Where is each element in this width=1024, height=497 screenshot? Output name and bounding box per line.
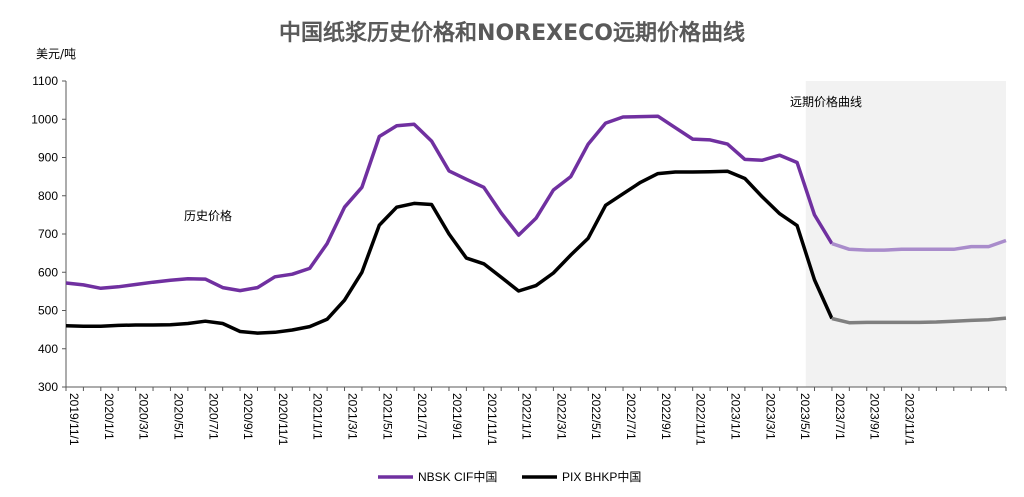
x-tick-label: 2023/11/1 xyxy=(903,393,917,446)
legend: NBSK CIF中国 PIX BHKP中国 xyxy=(378,469,641,484)
x-tick-label: 2022/9/1 xyxy=(659,393,673,440)
x-tick-label: 2021/9/1 xyxy=(450,393,464,440)
x-tick-label: 2021/5/1 xyxy=(380,393,394,440)
x-tick-label: 2022/3/1 xyxy=(554,393,568,440)
annotation-history: 历史价格 xyxy=(184,208,232,223)
x-tick-label: 2020/7/1 xyxy=(206,393,220,440)
x-tick-label: 2021/7/1 xyxy=(415,393,429,440)
legend-label-pix: PIX BHKP中国 xyxy=(562,469,641,484)
x-tick-label: 2023/7/1 xyxy=(833,393,847,440)
series-line-history-0 xyxy=(65,114,834,293)
x-tick-label: 2021/11/1 xyxy=(485,393,499,446)
x-tick-label: 2022/5/1 xyxy=(589,393,603,440)
series-lines xyxy=(65,114,1007,335)
y-tick-label: 700 xyxy=(38,227,58,241)
x-tick-label: 2020/1/1 xyxy=(102,393,116,440)
series-line-forecast-1 xyxy=(831,316,1007,325)
y-tick-label: 600 xyxy=(38,265,58,279)
x-tick-label: 2021/1/1 xyxy=(311,393,325,440)
x-tick-label: 2022/11/1 xyxy=(694,393,708,446)
y-tick-label: 500 xyxy=(38,304,58,318)
series-line-forecast-0 xyxy=(831,238,1007,252)
y-tick-label: 1000 xyxy=(31,112,58,126)
x-tick-label: 2023/5/1 xyxy=(798,393,812,440)
x-tick-label: 2020/11/1 xyxy=(276,393,290,446)
y-tick-label: 900 xyxy=(38,151,58,165)
x-tick-label: 2020/5/1 xyxy=(171,393,185,440)
x-tick-label: 2020/3/1 xyxy=(137,393,151,440)
x-tick-label: 2023/1/1 xyxy=(728,393,742,440)
forecast-region xyxy=(805,81,1006,387)
series-line-history-1 xyxy=(65,169,834,335)
y-tick-label: 1100 xyxy=(32,74,58,88)
x-tick-label: 2020/9/1 xyxy=(241,393,255,440)
x-tick-label: 2022/1/1 xyxy=(520,393,534,440)
x-tick-label: 2023/9/1 xyxy=(868,393,882,440)
legend-label-nbsk: NBSK CIF中国 xyxy=(418,469,497,484)
x-tick-label: 2023/3/1 xyxy=(763,393,777,440)
chart-title: 中国纸浆历史价格和NOREXECO远期价格曲线 xyxy=(279,20,745,46)
annotation-forward: 远期价格曲线 xyxy=(790,94,862,109)
y-axis-label: 美元/吨 xyxy=(36,47,76,61)
y-tick-label: 800 xyxy=(38,189,58,203)
x-tick-label: 2021/3/1 xyxy=(346,393,360,440)
x-axis: 2019/11/1 2020/1/1 2020/3/1 2020/5/1 2020/7/… xyxy=(65,386,1007,446)
y-axis: 300 400 500 600 700 800 900 1000 1100 xyxy=(31,74,67,394)
x-tick-label: 2022/7/1 xyxy=(624,393,638,440)
y-tick-label: 400 xyxy=(38,342,58,356)
y-tick-label: 300 xyxy=(38,380,58,394)
x-tick-label: 2019/11/1 xyxy=(67,393,81,446)
